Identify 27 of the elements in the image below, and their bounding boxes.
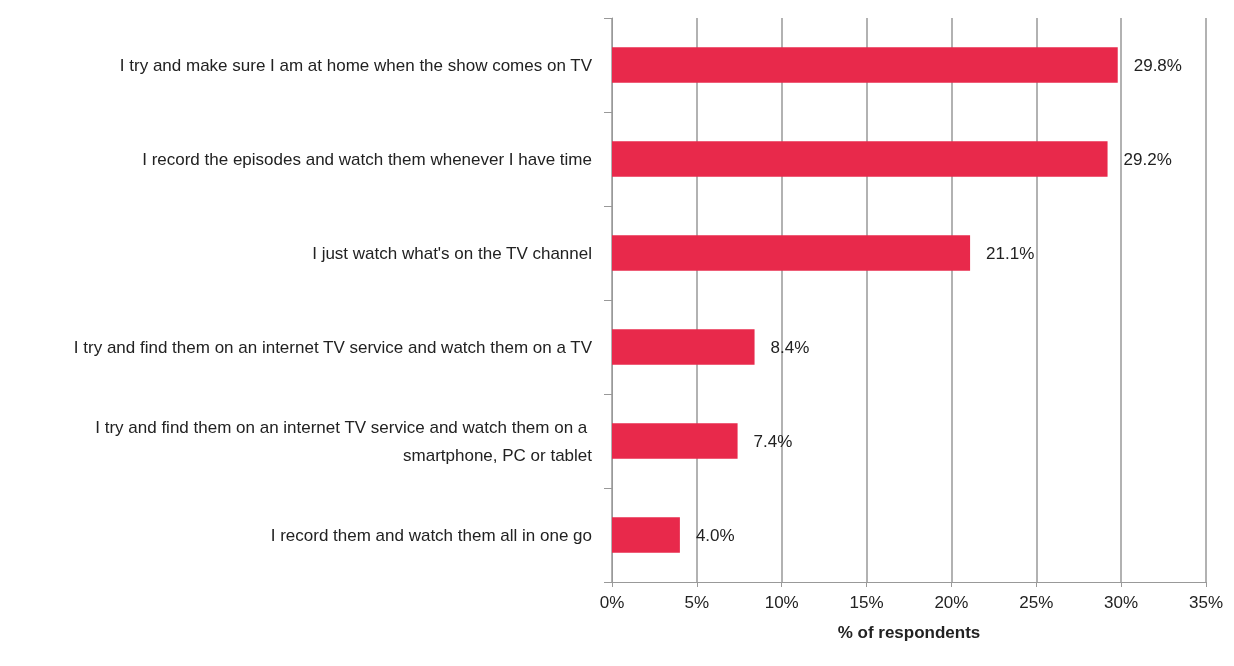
data-label: 29.2% (1123, 149, 1172, 169)
x-tick-label: 10% (764, 593, 799, 612)
y-tick-label: I record the episodes and watch them whenever I have time (142, 149, 592, 169)
data-label: 21.1% (986, 243, 1035, 263)
data-label: 29.8% (1133, 55, 1182, 75)
bar (612, 235, 971, 271)
x-tick-label: 0% (599, 593, 625, 612)
x-tick-label: 5% (684, 593, 710, 612)
x-tick-label: 15% (849, 593, 884, 612)
bar (612, 329, 755, 365)
y-tick-label: I try and make sure I am at home when the show comes on TV (119, 55, 593, 75)
x-tick-label: 25% (1019, 593, 1054, 612)
data-label: 8.4% (770, 337, 810, 357)
x-tick-label: 30% (1104, 593, 1139, 612)
bar (612, 47, 1118, 83)
bar (612, 423, 738, 459)
y-tick-label: I record them and watch them all in one go (270, 525, 592, 545)
x-axis-title: % of respondents (837, 623, 981, 642)
data-label: 4.0% (695, 525, 735, 545)
x-tick-label: 20% (934, 593, 969, 612)
y-tick-label: I try and find them on an internet TV service and watch them on a smartphone, PC or tablet (95, 417, 593, 465)
y-tick-label: I try and find them on an internet TV service and watch them on a TV (73, 337, 593, 357)
bar (612, 517, 680, 553)
bar (612, 141, 1108, 177)
x-tick-label: 35% (1188, 593, 1223, 612)
y-tick-label: I just watch what's on the TV channel (312, 243, 592, 263)
data-label: 7.4% (753, 431, 793, 451)
